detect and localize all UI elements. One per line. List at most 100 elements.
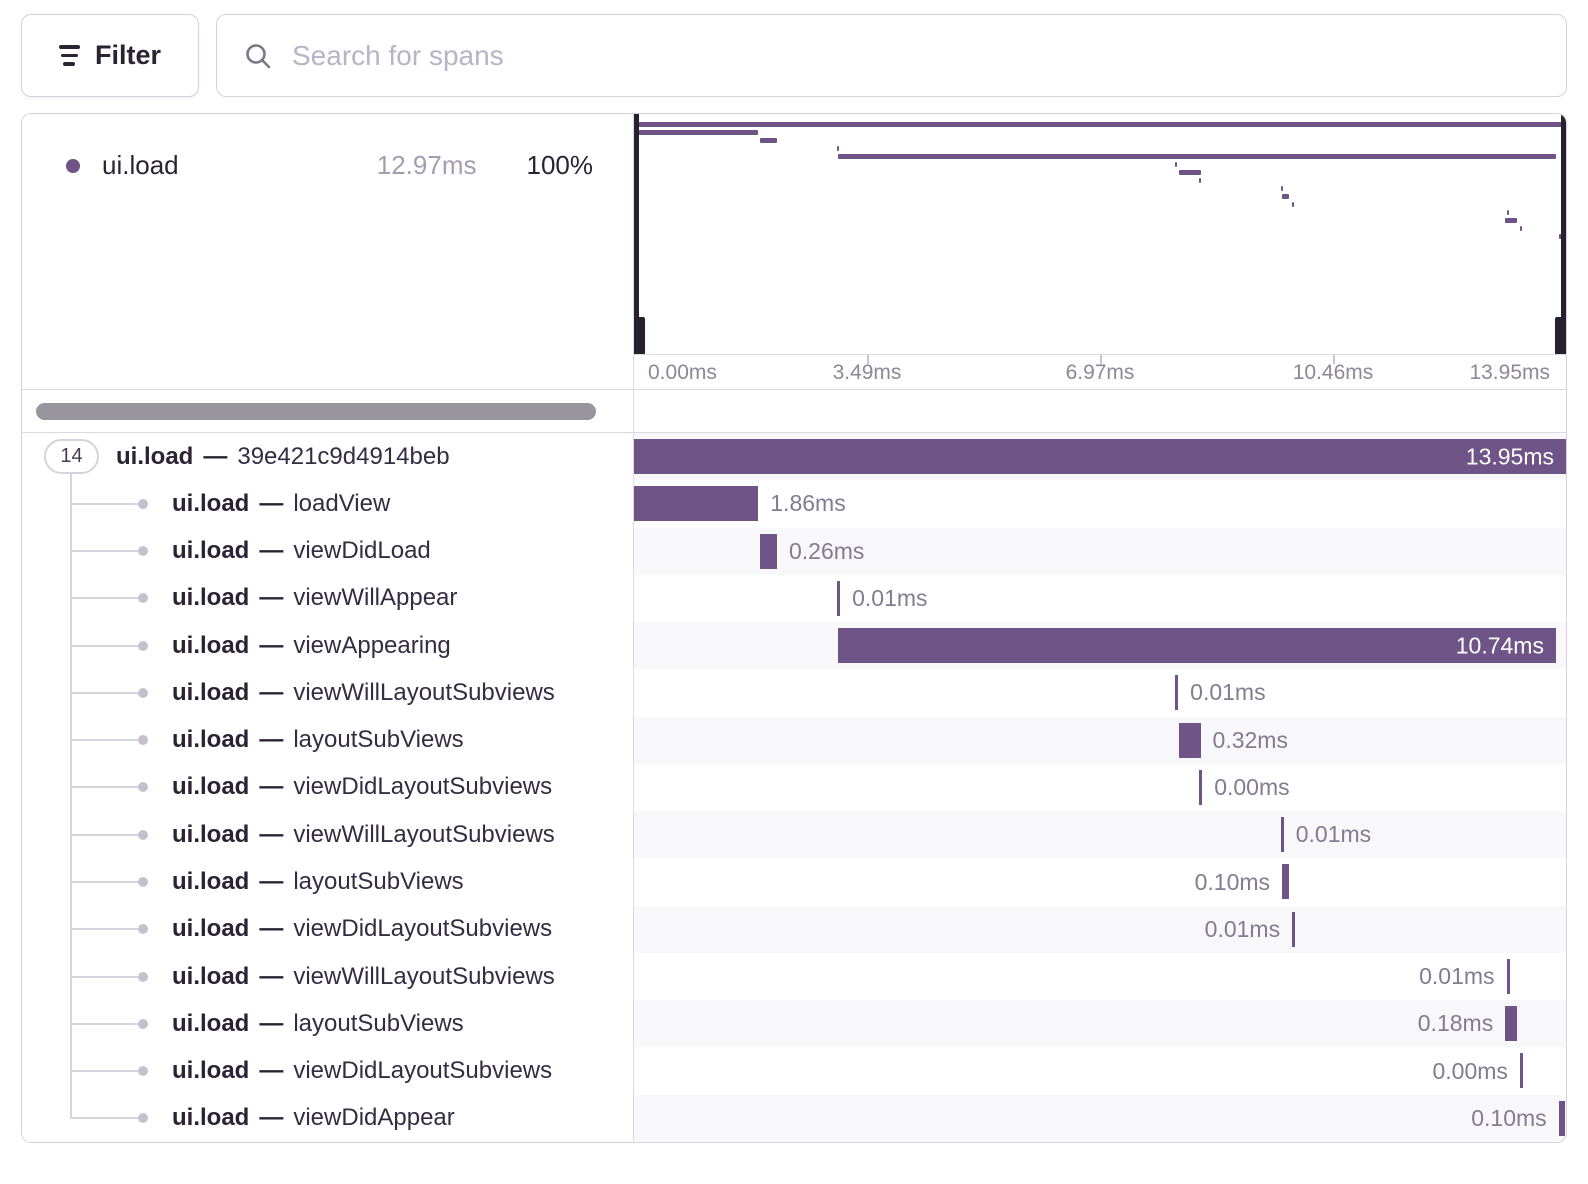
span-tree-label: ui.load — viewWillLayoutSubviews <box>172 820 555 848</box>
span-tree-cell: ui.load — layoutSubViews <box>22 858 634 906</box>
span-duration-label: 0.01ms <box>852 584 928 611</box>
span-row[interactable]: ui.load — viewDidLayoutSubviews 0.01ms <box>22 905 1566 953</box>
span-row[interactable]: ui.load — loadView 1.86ms <box>22 480 1566 528</box>
legend-panel: ui.load 12.97ms 100% <box>22 114 634 355</box>
span-duration-bar[interactable] <box>837 580 841 616</box>
span-row[interactable]: ui.load — viewDidAppear 0.10ms <box>22 1094 1566 1142</box>
span-tree-cell: ui.load — viewDidLayoutSubviews <box>22 763 634 812</box>
span-duration-label: 0.10ms <box>1471 1104 1547 1131</box>
span-duration-bar[interactable] <box>634 486 759 522</box>
axis-tick-label: 13.95ms <box>1469 361 1550 385</box>
minimap-span-line <box>1179 170 1201 175</box>
scrollbar-right-spacer <box>634 390 1566 432</box>
span-bar-cell: 1.86ms <box>634 480 1566 527</box>
minimap-right-grip[interactable] <box>1555 317 1566 354</box>
minimap-span-line <box>759 138 777 143</box>
minimap-span-line <box>1175 162 1178 167</box>
minimap-span-line <box>1199 178 1202 183</box>
span-duration-label: 0.01ms <box>1295 821 1372 848</box>
trace-minimap[interactable] <box>634 114 1566 355</box>
filter-button[interactable]: Filter <box>21 14 199 97</box>
span-tree-label: ui.load — viewDidAppear <box>172 1104 455 1132</box>
span-tree-cell: ui.load — viewWillLayoutSubviews <box>22 669 634 717</box>
horizontal-scrollbar-thumb[interactable] <box>36 403 596 420</box>
axis-left-spacer <box>22 355 634 389</box>
legend-item-ui-load[interactable]: ui.load 12.97ms 100% <box>22 114 633 181</box>
span-row[interactable]: ui.load — viewWillLayoutSubviews 0.01ms <box>22 952 1566 1001</box>
minimap-span-line <box>1280 186 1283 191</box>
span-duration-label: 13.95ms <box>1465 443 1554 469</box>
span-duration-bar[interactable] <box>1519 1053 1523 1089</box>
axis-tick-label: 10.46ms <box>1292 361 1374 385</box>
minimap-left-grip[interactable] <box>634 317 645 354</box>
span-row[interactable]: ui.load — layoutSubViews 0.10ms <box>22 858 1566 906</box>
span-row[interactable]: ui.load — viewWillAppear 0.01ms <box>22 574 1566 623</box>
axis-tick-mark <box>1333 355 1335 364</box>
span-bar-cell: 13.95ms <box>634 433 1566 481</box>
span-duration-bar[interactable] <box>1282 864 1289 900</box>
span-duration-bar[interactable] <box>1199 769 1203 805</box>
legend-percent: 100% <box>526 150 594 180</box>
span-duration-bar[interactable] <box>1179 722 1201 758</box>
span-bar-cell: 0.01ms <box>634 905 1566 953</box>
span-bar-cell: 0.01ms <box>634 811 1566 859</box>
span-row[interactable]: ui.load — viewWillLayoutSubviews 0.01ms <box>22 811 1566 859</box>
minimap-left-handle[interactable] <box>634 114 645 354</box>
axis-tick-label: 0.00ms <box>648 361 717 385</box>
axis-tick-mark <box>867 355 869 364</box>
time-axis: 0.00ms 3.49ms 6.97ms 10.46ms 13.95ms <box>634 355 1566 389</box>
span-row[interactable]: 14 ui.load —39e421c9d4914beb 13.95ms <box>22 433 1566 481</box>
search-icon <box>246 43 271 68</box>
search-bar[interactable] <box>216 14 1567 97</box>
span-duration-bar[interactable] <box>1292 911 1296 947</box>
span-tree-label: ui.load — viewDidLayoutSubviews <box>172 915 553 943</box>
span-duration-label: 10.74ms <box>1455 632 1544 659</box>
span-duration-bar[interactable] <box>1506 958 1510 994</box>
span-row[interactable]: ui.load — viewDidLoad 0.26ms <box>22 527 1566 575</box>
span-duration-bar[interactable] <box>1175 675 1179 711</box>
minimap-span-line <box>1282 194 1289 199</box>
legend-op-label: ui.load <box>102 150 179 180</box>
span-duration-bar[interactable]: 10.74ms <box>838 628 1556 664</box>
span-tree-label: ui.load — viewDidLoad <box>172 537 431 565</box>
span-tree-label: ui.load — viewDidLayoutSubviews <box>172 1057 553 1085</box>
legend-color-dot <box>66 158 80 173</box>
axis-tick-mark <box>1100 355 1102 364</box>
span-duration-label: 0.00ms <box>1432 1057 1508 1084</box>
span-row[interactable]: ui.load — viewDidLayoutSubviews 0.00ms <box>22 1047 1566 1095</box>
span-tree-label: ui.load — viewDidLayoutSubviews <box>172 773 553 801</box>
scrollbar-row <box>22 390 1566 433</box>
minimap-span-line <box>1506 210 1509 215</box>
minimap-right-handle[interactable] <box>1555 114 1566 354</box>
span-tree-label: ui.load — viewWillAppear <box>172 584 458 612</box>
span-duration-bar[interactable] <box>1505 1006 1518 1042</box>
span-bar-cell: 0.32ms <box>634 716 1566 764</box>
span-tree-label: ui.load — loadView <box>172 489 391 517</box>
span-row[interactable]: ui.load — viewWillLayoutSubviews 0.01ms <box>22 669 1566 717</box>
span-duration-label: 0.18ms <box>1417 1010 1494 1037</box>
trace-waterfall-panel: ui.load 12.97ms 100% 0.00ms 3.49ms 6.97ms 1… <box>21 113 1567 1143</box>
span-tree-cell: ui.load — viewDidLayoutSubviews <box>22 1047 634 1095</box>
span-tree-cell: ui.load — viewDidAppear <box>22 1094 634 1142</box>
minimap-span-line <box>634 130 759 135</box>
span-bar-cell: 10.74ms <box>634 622 1566 670</box>
span-row[interactable]: ui.load — layoutSubViews 0.32ms <box>22 716 1566 764</box>
span-duration-bar[interactable] <box>1280 817 1284 853</box>
span-duration-label: 0.01ms <box>1204 915 1281 942</box>
tree-scrollbar-track <box>22 390 634 432</box>
span-duration-bar[interactable]: 13.95ms <box>634 439 1566 474</box>
span-tree-cell: ui.load — viewAppearing <box>22 622 634 670</box>
span-row[interactable]: ui.load — layoutSubViews 0.18ms <box>22 1000 1566 1048</box>
span-duration-bar[interactable] <box>759 533 777 569</box>
span-bar-cell: 0.01ms <box>634 575 1566 622</box>
span-row[interactable]: ui.load — viewAppearing 10.74ms <box>22 622 1566 670</box>
span-row[interactable]: ui.load — viewDidLayoutSubviews 0.00ms <box>22 763 1566 812</box>
span-duration-label: 0.10ms <box>1194 868 1271 895</box>
minimap-span-line <box>838 154 1556 159</box>
span-tree-cell: ui.load — viewWillLayoutSubviews <box>22 811 634 859</box>
search-input[interactable] <box>292 39 1540 72</box>
span-bar-cell: 0.26ms <box>634 527 1566 575</box>
children-count-pill[interactable]: 14 <box>44 439 99 475</box>
span-duration-bar[interactable] <box>1558 1100 1566 1136</box>
span-duration-label: 0.32ms <box>1212 726 1288 753</box>
